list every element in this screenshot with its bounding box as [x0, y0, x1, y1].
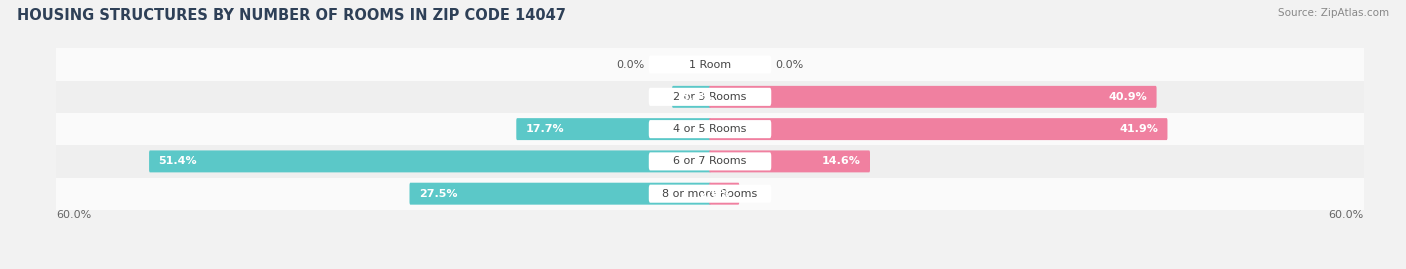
Text: 0.0%: 0.0%	[776, 59, 804, 70]
FancyBboxPatch shape	[709, 150, 870, 172]
Text: 4 or 5 Rooms: 4 or 5 Rooms	[673, 124, 747, 134]
FancyBboxPatch shape	[56, 178, 1364, 210]
FancyBboxPatch shape	[709, 183, 740, 205]
Text: 17.7%: 17.7%	[526, 124, 564, 134]
FancyBboxPatch shape	[648, 152, 772, 171]
FancyBboxPatch shape	[149, 150, 711, 172]
FancyBboxPatch shape	[56, 81, 1364, 113]
FancyBboxPatch shape	[672, 86, 711, 108]
FancyBboxPatch shape	[648, 185, 772, 203]
FancyBboxPatch shape	[409, 183, 711, 205]
FancyBboxPatch shape	[56, 145, 1364, 178]
Text: 3.4%: 3.4%	[682, 92, 713, 102]
Text: 2.6%: 2.6%	[699, 189, 730, 199]
FancyBboxPatch shape	[56, 113, 1364, 145]
Text: 6 or 7 Rooms: 6 or 7 Rooms	[673, 156, 747, 167]
FancyBboxPatch shape	[648, 55, 772, 74]
FancyBboxPatch shape	[516, 118, 711, 140]
Text: 60.0%: 60.0%	[1329, 210, 1364, 220]
Text: 14.6%: 14.6%	[821, 156, 860, 167]
Text: 41.9%: 41.9%	[1119, 124, 1159, 134]
Text: HOUSING STRUCTURES BY NUMBER OF ROOMS IN ZIP CODE 14047: HOUSING STRUCTURES BY NUMBER OF ROOMS IN…	[17, 8, 565, 23]
Text: 8 or more Rooms: 8 or more Rooms	[662, 189, 758, 199]
Text: 1 Room: 1 Room	[689, 59, 731, 70]
FancyBboxPatch shape	[709, 118, 1167, 140]
Text: 27.5%: 27.5%	[419, 189, 457, 199]
FancyBboxPatch shape	[56, 48, 1364, 81]
Text: 40.9%: 40.9%	[1108, 92, 1147, 102]
Text: 2 or 3 Rooms: 2 or 3 Rooms	[673, 92, 747, 102]
Text: 60.0%: 60.0%	[56, 210, 91, 220]
Text: Source: ZipAtlas.com: Source: ZipAtlas.com	[1278, 8, 1389, 18]
FancyBboxPatch shape	[709, 86, 1157, 108]
FancyBboxPatch shape	[648, 88, 772, 106]
FancyBboxPatch shape	[648, 120, 772, 138]
Text: 51.4%: 51.4%	[159, 156, 197, 167]
Text: 0.0%: 0.0%	[616, 59, 644, 70]
